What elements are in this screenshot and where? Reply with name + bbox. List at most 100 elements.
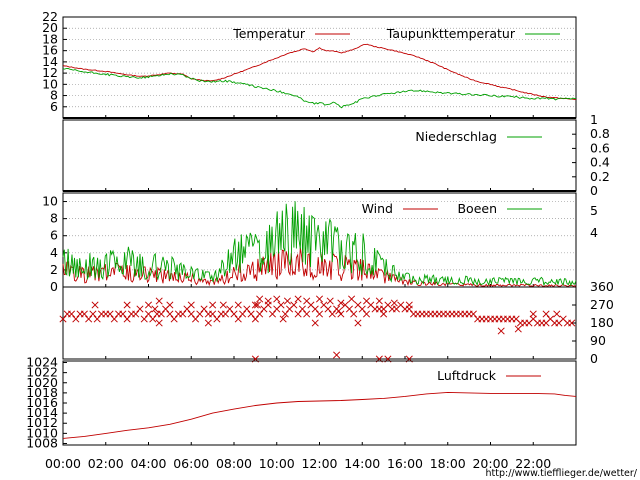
legend-label: Boeen — [457, 201, 497, 216]
direction-marker — [67, 310, 76, 318]
legend-label: Taupunkttemperatur — [386, 26, 516, 41]
panel-frame-pressure — [62, 360, 577, 446]
y-tick-label: 6 — [50, 99, 58, 114]
y-tick-label: 16 — [42, 43, 58, 58]
x-tick-label: 22:00 — [515, 456, 551, 471]
x-tick-label: 08:00 — [216, 456, 252, 471]
panel-frame-precipitation — [62, 119, 577, 192]
credit-link: http://www.tiefflieger.de/wetter/ — [486, 468, 638, 479]
direction-marker — [281, 310, 289, 318]
direction-marker — [279, 315, 287, 323]
direction-marker — [380, 310, 388, 318]
direction-marker — [333, 351, 341, 359]
direction-marker — [335, 307, 343, 315]
direction-marker — [155, 319, 163, 327]
panel-frame-wind_direction — [62, 286, 577, 360]
legend-label: Luftdruck — [437, 368, 497, 383]
direction-marker — [200, 305, 208, 313]
y-tick-label: 10 — [42, 76, 58, 91]
y-tick-label: 90 — [590, 333, 606, 348]
direction-marker — [209, 310, 217, 318]
direction-marker — [226, 305, 234, 313]
direction-marker — [294, 310, 302, 318]
y-tick-label: 1008 — [26, 435, 58, 450]
y-tick-label: 1020 — [26, 375, 58, 390]
direction-marker — [166, 301, 174, 309]
direction-marker — [170, 315, 178, 323]
legend-label: Wind — [362, 201, 393, 216]
series-line-boeen — [62, 201, 577, 287]
direction-marker — [132, 310, 140, 318]
direction-marker — [106, 310, 114, 318]
direction-marker — [348, 295, 356, 303]
direction-marker — [119, 310, 127, 318]
y-tick-label: 180 — [590, 315, 614, 330]
direction-marker — [140, 315, 148, 323]
direction-marker — [311, 305, 319, 313]
direction-marker — [337, 299, 345, 307]
direction-marker — [204, 319, 212, 327]
series-line-taupunkttemperatur — [62, 67, 577, 109]
direction-marker — [59, 315, 67, 323]
y-tick-label: 360 — [590, 279, 614, 294]
y-tick-label: 18 — [42, 31, 58, 46]
y-tick-label: 1010 — [26, 425, 58, 440]
y-tick-label: 22 — [42, 9, 58, 24]
direction-marker — [221, 310, 230, 318]
y-tick-label: 1012 — [26, 415, 58, 430]
direction-marker — [144, 310, 153, 318]
y-tick-label: 8 — [50, 211, 58, 226]
direction-marker — [358, 305, 366, 313]
direction-marker — [328, 310, 336, 318]
x-tick-label: 20:00 — [472, 456, 508, 471]
y-tick-label: 1014 — [26, 405, 58, 420]
direction-marker — [123, 315, 131, 323]
legend-label: Temperatur — [232, 26, 306, 41]
direction-marker — [553, 310, 561, 318]
x-tick-label: 18:00 — [430, 456, 466, 471]
legend-label: Niederschlag — [415, 129, 497, 144]
y-tick-label: 0 — [590, 351, 598, 366]
direction-marker — [247, 310, 255, 318]
direction-marker — [72, 315, 80, 323]
direction-marker — [514, 325, 522, 333]
direction-marker — [268, 310, 277, 318]
direction-marker — [149, 315, 157, 323]
direction-marker — [337, 310, 345, 318]
direction-marker — [375, 297, 383, 305]
direction-marker — [315, 295, 324, 303]
direction-marker — [303, 297, 311, 305]
direction-marker — [290, 301, 298, 309]
series-line-luftdruck — [62, 391, 577, 439]
y-tick-label: 1 — [590, 112, 598, 127]
direction-marker — [89, 310, 97, 318]
x-tick-label: 10:00 — [259, 456, 295, 471]
direction-marker — [110, 315, 118, 323]
direction-marker — [311, 319, 319, 327]
direction-marker — [315, 310, 324, 318]
y-tick-label: 1016 — [26, 395, 58, 410]
direction-marker — [390, 299, 398, 307]
series-line-temperatur — [62, 43, 577, 101]
direction-marker — [253, 301, 262, 309]
direction-marker — [283, 297, 291, 305]
y-tick-label: 0.2 — [590, 169, 610, 184]
direction-marker — [256, 310, 264, 318]
x-tick-label: 00:00 — [45, 456, 81, 471]
direction-marker — [362, 297, 371, 305]
y-tick-label: 14 — [42, 54, 58, 69]
direction-marker — [234, 301, 242, 309]
y-tick-label: 270 — [590, 297, 614, 312]
direction-marker — [273, 295, 281, 303]
series-line-wind — [62, 247, 577, 288]
direction-marker — [568, 319, 576, 327]
x-tick-label: 06:00 — [173, 456, 209, 471]
direction-marker — [157, 310, 165, 318]
direction-marker — [191, 315, 200, 323]
y-tick-label: 20 — [42, 20, 58, 35]
direction-marker — [209, 301, 217, 309]
direction-marker — [303, 310, 311, 318]
direction-marker — [85, 315, 93, 323]
direction-marker — [251, 315, 259, 323]
